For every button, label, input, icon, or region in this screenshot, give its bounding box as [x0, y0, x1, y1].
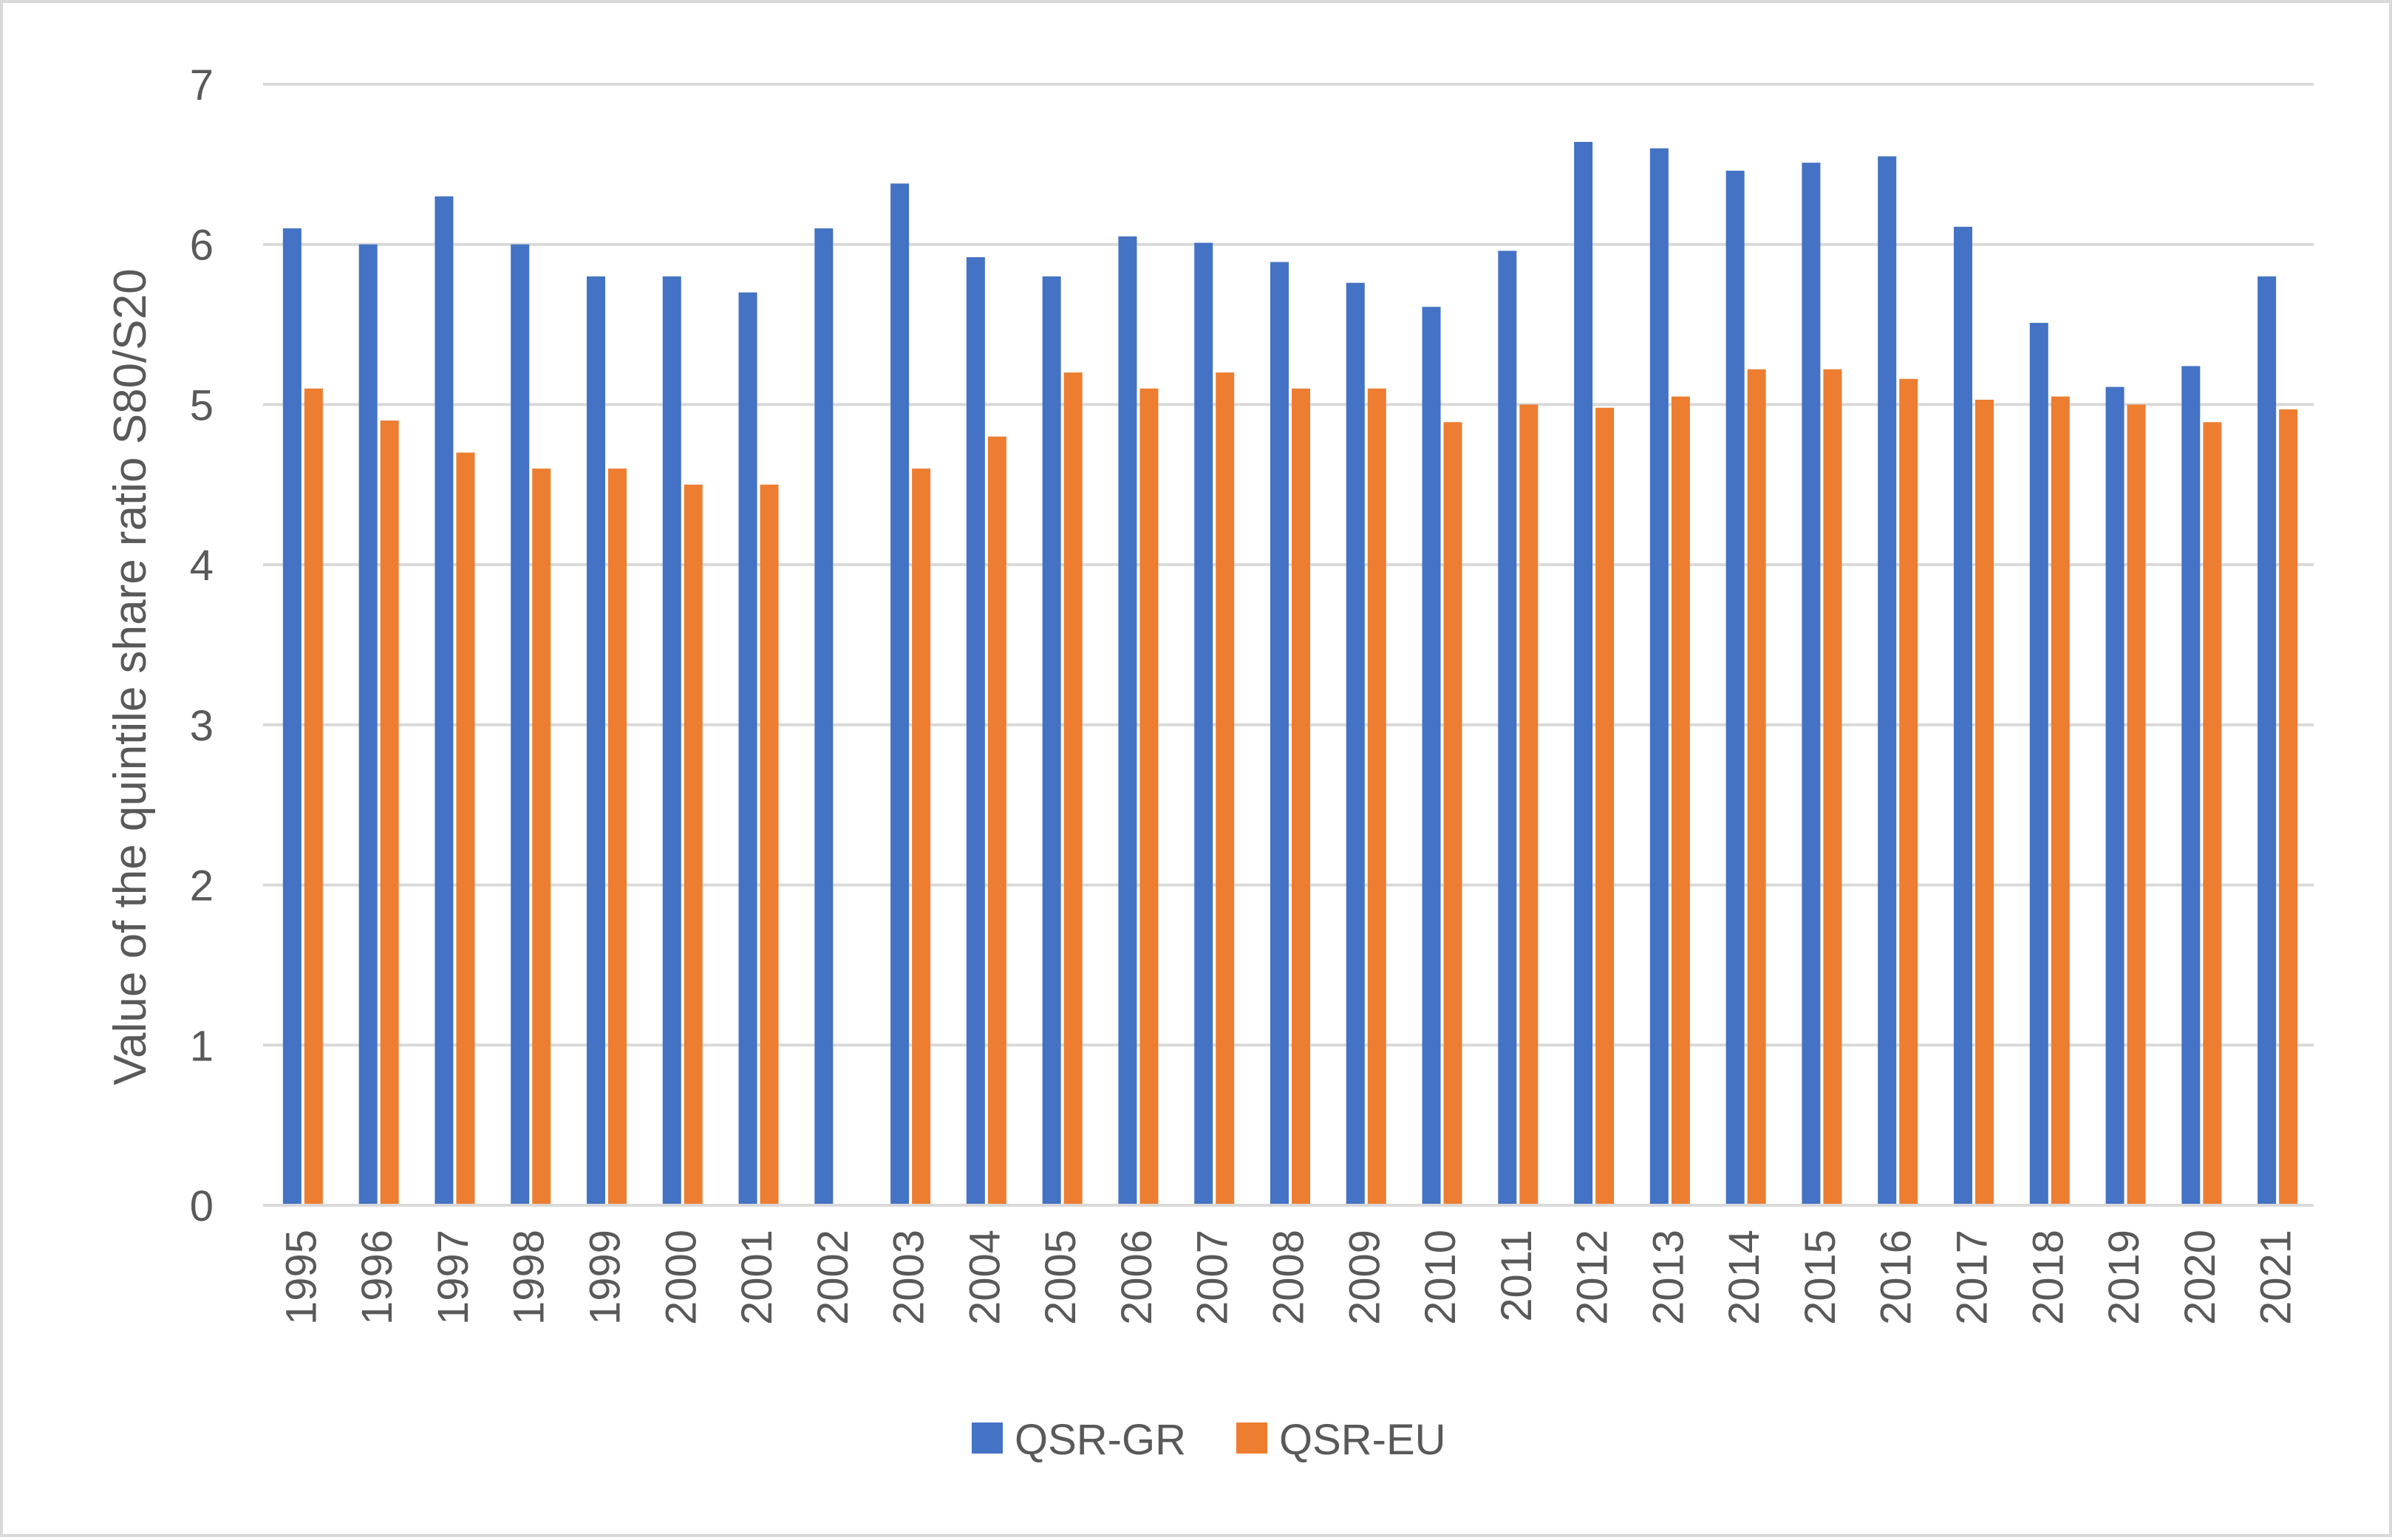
bar-qsr-gr [1725, 171, 1745, 1205]
bar-qsr-gr [814, 228, 834, 1205]
bar-qsr-eu [456, 452, 475, 1205]
x-tick-label: 2004 [961, 1230, 1009, 1325]
bar-qsr-gr [1649, 148, 1669, 1206]
x-tick-label: 1999 [582, 1230, 630, 1325]
y-tick-label: 3 [190, 702, 214, 750]
y-tick-label: 2 [190, 862, 214, 910]
bar-qsr-gr [1346, 282, 1365, 1205]
x-tick-label: 1995 [277, 1230, 325, 1325]
bar-qsr-eu [1519, 404, 1539, 1205]
x-tick-label: 2003 [885, 1230, 933, 1325]
bar-qsr-eu [2051, 396, 2070, 1206]
bar-qsr-gr [1194, 242, 1213, 1206]
bar-qsr-eu [760, 484, 779, 1205]
bar-qsr-gr [662, 276, 681, 1205]
x-tick-label: 2021 [2252, 1230, 2300, 1325]
bar-qsr-gr [1498, 251, 1517, 1206]
x-tick-label: 2009 [1340, 1230, 1388, 1325]
x-tick-label: 1998 [505, 1230, 553, 1325]
x-tick-label: 2002 [809, 1230, 857, 1325]
bar-qsr-gr [2258, 276, 2277, 1205]
bar-qsr-gr [890, 183, 910, 1206]
x-tick-label: 2012 [1569, 1230, 1617, 1325]
x-tick-label: 2011 [1493, 1230, 1541, 1322]
y-tick-label: 7 [190, 61, 214, 109]
y-tick-label: 5 [190, 381, 214, 429]
bar-qsr-eu [2203, 422, 2222, 1206]
bar-qsr-gr [1042, 276, 1061, 1205]
bar-qsr-eu [2127, 404, 2146, 1205]
legend-label: QSR-EU [1279, 1416, 1446, 1464]
x-tick-label: 2000 [657, 1230, 705, 1325]
bar-qsr-eu [532, 469, 551, 1205]
bar-qsr-eu [1292, 388, 1310, 1206]
x-tick-label: 2018 [2024, 1230, 2072, 1325]
bar-qsr-eu [1063, 372, 1083, 1206]
x-tick-label: 2013 [1644, 1230, 1692, 1325]
x-tick-label: 2005 [1037, 1230, 1085, 1325]
bar-qsr-eu [1823, 369, 1842, 1205]
y-axis-title: Value of the quintile share ratio S80/S2… [105, 268, 156, 1085]
legend-swatch [972, 1423, 1003, 1454]
bar-qsr-gr [2105, 386, 2124, 1205]
bar-qsr-gr [511, 244, 530, 1205]
x-tick-label: 2014 [1720, 1230, 1768, 1325]
bar-qsr-eu [1975, 399, 1994, 1205]
bar-qsr-eu [1671, 396, 1690, 1206]
bar-qsr-gr [1954, 226, 1972, 1205]
bar-qsr-eu [1216, 372, 1235, 1206]
x-tick-label: 1996 [353, 1230, 401, 1325]
bar-qsr-gr [966, 257, 985, 1206]
bar-qsr-gr [738, 292, 757, 1206]
x-tick-label: 2015 [1796, 1230, 1844, 1325]
y-tick-label: 4 [190, 542, 214, 590]
bar-qsr-eu [2279, 409, 2298, 1206]
x-tick-label: 2008 [1265, 1230, 1313, 1325]
legend-swatch [1236, 1423, 1267, 1454]
bar-chart: 0 1 2 3 4 5 6 7 1995 1996 1997 1998 1999 2000 2001 200… [105, 61, 2314, 1464]
bar-qsr-eu [1367, 388, 1386, 1206]
y-tick-labels: 0 1 2 3 4 5 6 7 [190, 61, 214, 1230]
legend-label: QSR-GR [1015, 1416, 1186, 1464]
bar-qsr-gr [1270, 262, 1289, 1205]
bar-qsr-gr [1878, 156, 1897, 1205]
bar-qsr-eu [304, 388, 323, 1206]
bar-qsr-eu [1443, 422, 1462, 1206]
bar-qsr-gr [2029, 322, 2048, 1205]
bar-qsr-eu [1747, 369, 1766, 1205]
bar-qsr-gr [282, 228, 301, 1205]
bar-qsr-gr [358, 244, 378, 1205]
x-tick-label: 2020 [2176, 1230, 2224, 1325]
bar-qsr-eu [380, 420, 399, 1205]
y-tick-label: 0 [190, 1182, 214, 1230]
bar-qsr-eu [684, 484, 703, 1205]
bar-qsr-gr [2181, 366, 2201, 1206]
x-tick-label: 2006 [1113, 1230, 1161, 1325]
x-tick-label: 2019 [2100, 1230, 2148, 1325]
bar-qsr-gr [435, 196, 454, 1206]
x-tick-labels: 1995 1996 1997 1998 1999 2000 2001 2002 2003 2004… [277, 1230, 2300, 1325]
y-tick-label: 1 [190, 1022, 214, 1070]
x-tick-label: 2001 [733, 1230, 781, 1325]
x-tick-label: 2010 [1417, 1230, 1465, 1325]
bar-qsr-eu [987, 436, 1006, 1205]
bars [282, 142, 2298, 1206]
bar-qsr-eu [1139, 388, 1159, 1206]
bar-qsr-eu [1899, 378, 1918, 1205]
x-tick-label: 2016 [1873, 1230, 1921, 1325]
bar-qsr-gr [1422, 307, 1441, 1205]
bar-qsr-gr [1802, 163, 1821, 1206]
x-tick-label: 2017 [1949, 1230, 1997, 1325]
bar-qsr-eu [1595, 407, 1615, 1205]
bar-qsr-gr [587, 276, 605, 1205]
y-tick-label: 6 [190, 222, 214, 270]
bar-qsr-gr [1574, 142, 1593, 1206]
legend: QSR-GR QSR-EU [972, 1416, 1446, 1464]
x-tick-label: 2007 [1189, 1230, 1237, 1325]
bar-qsr-eu [912, 469, 931, 1205]
bar-qsr-eu [608, 469, 627, 1205]
bar-qsr-gr [1118, 236, 1137, 1206]
x-tick-label: 1997 [429, 1230, 477, 1325]
